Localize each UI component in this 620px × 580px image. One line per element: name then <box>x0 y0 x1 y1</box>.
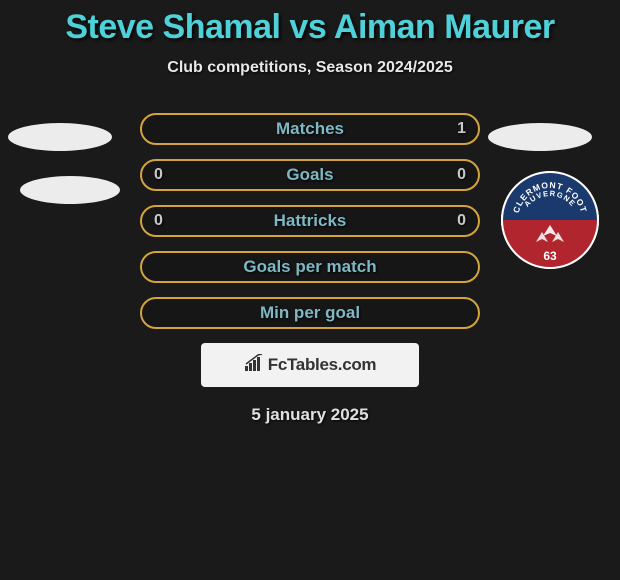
stat-pill-hattricks: 0 Hattricks 0 <box>140 205 480 237</box>
stat-right-value: 0 <box>457 166 466 184</box>
stat-left-value: 0 <box>154 166 163 184</box>
club-badge: CLERMONT FOOT AUVERGNE 63 <box>500 170 600 270</box>
watermark: FcTables.com <box>201 343 419 387</box>
stat-pill-goals: 0 Goals 0 <box>140 159 480 191</box>
player1-shape-b <box>20 176 120 204</box>
date-text: 5 january 2025 <box>0 405 620 425</box>
stat-label: Min per goal <box>260 303 360 323</box>
badge-number: 63 <box>543 249 557 263</box>
stat-label: Goals per match <box>243 257 376 277</box>
stat-label: Matches <box>276 119 344 139</box>
stat-right-value: 1 <box>457 120 466 138</box>
stat-left-value: 0 <box>154 212 163 230</box>
watermark-text: FcTables.com <box>268 355 377 375</box>
page-title: Steve Shamal vs Aiman Maurer <box>0 0 620 47</box>
stat-pill-mpg: Min per goal <box>140 297 480 329</box>
player2-shape-a <box>488 123 592 151</box>
stat-right-value: 0 <box>457 212 466 230</box>
stat-label: Goals <box>286 165 333 185</box>
player1-shape-a <box>8 123 112 151</box>
stat-label: Hattricks <box>274 211 347 231</box>
stat-pill-gpm: Goals per match <box>140 251 480 283</box>
stat-pill-matches: Matches 1 <box>140 113 480 145</box>
subtitle: Club competitions, Season 2024/2025 <box>0 59 620 77</box>
chart-icon <box>244 354 264 377</box>
stat-row: Min per goal <box>0 297 620 329</box>
